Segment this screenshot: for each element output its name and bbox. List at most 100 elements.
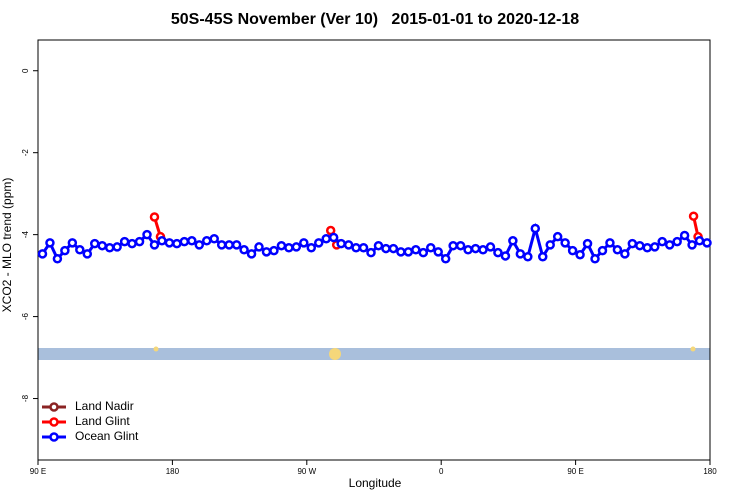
point [112, 242, 122, 252]
point [664, 240, 675, 250]
legend-marker [49, 417, 59, 427]
point [269, 245, 279, 256]
point [694, 236, 705, 246]
y-tick-label: -4 [21, 231, 30, 239]
legend-marker [49, 402, 59, 412]
point [291, 242, 302, 252]
point [224, 240, 234, 250]
point [127, 238, 137, 249]
point [351, 242, 361, 253]
point [642, 242, 653, 253]
land-band [38, 348, 710, 360]
point [537, 252, 548, 262]
x-tick-label: 90 E [30, 467, 46, 476]
legend-marker [49, 432, 59, 442]
point [396, 247, 406, 257]
point [366, 247, 376, 258]
point [52, 254, 63, 264]
point [321, 233, 331, 244]
point [328, 232, 339, 243]
point [582, 238, 593, 249]
x-axis-label: Longitude [349, 476, 402, 490]
point [523, 252, 533, 262]
point [60, 245, 70, 256]
chart-title: 50S-45S November (Ver 10) 2015-01-01 to … [171, 11, 579, 28]
point [149, 240, 160, 250]
point [575, 249, 585, 260]
point [560, 238, 570, 248]
point [411, 245, 421, 255]
point [179, 236, 190, 247]
point [485, 242, 496, 252]
y-tick-label: -2 [21, 149, 30, 157]
point [343, 240, 354, 250]
point [373, 240, 384, 251]
point [172, 238, 182, 249]
point [97, 240, 107, 251]
x-tick-label: 180 [703, 467, 717, 476]
point [284, 242, 294, 253]
point [239, 245, 249, 255]
point [313, 238, 324, 248]
legend-label: Land Nadir [75, 399, 134, 413]
point [336, 238, 346, 249]
point [530, 223, 541, 234]
point [89, 238, 100, 249]
point [381, 243, 391, 254]
point [216, 240, 227, 250]
land-spot [153, 346, 159, 352]
point [590, 254, 600, 264]
y-axis-label: XCO2 - MLO trend (ppm) [0, 178, 14, 313]
point [433, 247, 443, 257]
point [425, 242, 436, 253]
legend-label: Ocean Glint [75, 429, 139, 443]
land-spot [329, 348, 341, 360]
point [358, 242, 369, 253]
point [45, 238, 55, 248]
point [657, 236, 667, 247]
point [157, 236, 167, 246]
point [672, 236, 682, 247]
point [455, 240, 466, 251]
point [201, 236, 212, 246]
point [276, 240, 287, 251]
point [142, 229, 152, 240]
point [246, 249, 257, 259]
point [515, 249, 526, 259]
x-tick-label: 90 E [567, 467, 583, 476]
point [627, 238, 638, 249]
point [545, 240, 555, 250]
point [620, 249, 630, 259]
point [119, 236, 130, 247]
point [567, 245, 578, 256]
point [679, 230, 690, 241]
point [164, 238, 175, 248]
point [149, 212, 160, 222]
plot-frame [37, 39, 711, 461]
point [552, 231, 563, 242]
point [388, 243, 399, 254]
x-tick-label: 90 W [297, 467, 316, 476]
point [688, 211, 699, 221]
point [194, 240, 205, 250]
y-tick-label: 0 [21, 68, 30, 73]
point [75, 245, 85, 255]
point [254, 242, 264, 252]
point [67, 238, 78, 248]
point [37, 249, 48, 259]
y-tick-label: -6 [21, 312, 30, 320]
legend-label: Land Glint [75, 414, 130, 428]
point [306, 242, 317, 253]
point [104, 242, 115, 253]
point [82, 249, 93, 259]
point [478, 245, 488, 255]
point [635, 240, 645, 251]
point [597, 245, 608, 256]
point [440, 254, 451, 264]
point [187, 236, 197, 246]
point [403, 247, 414, 257]
x-tick-label: 180 [166, 467, 180, 476]
point [500, 251, 511, 261]
land-spot [690, 346, 696, 352]
